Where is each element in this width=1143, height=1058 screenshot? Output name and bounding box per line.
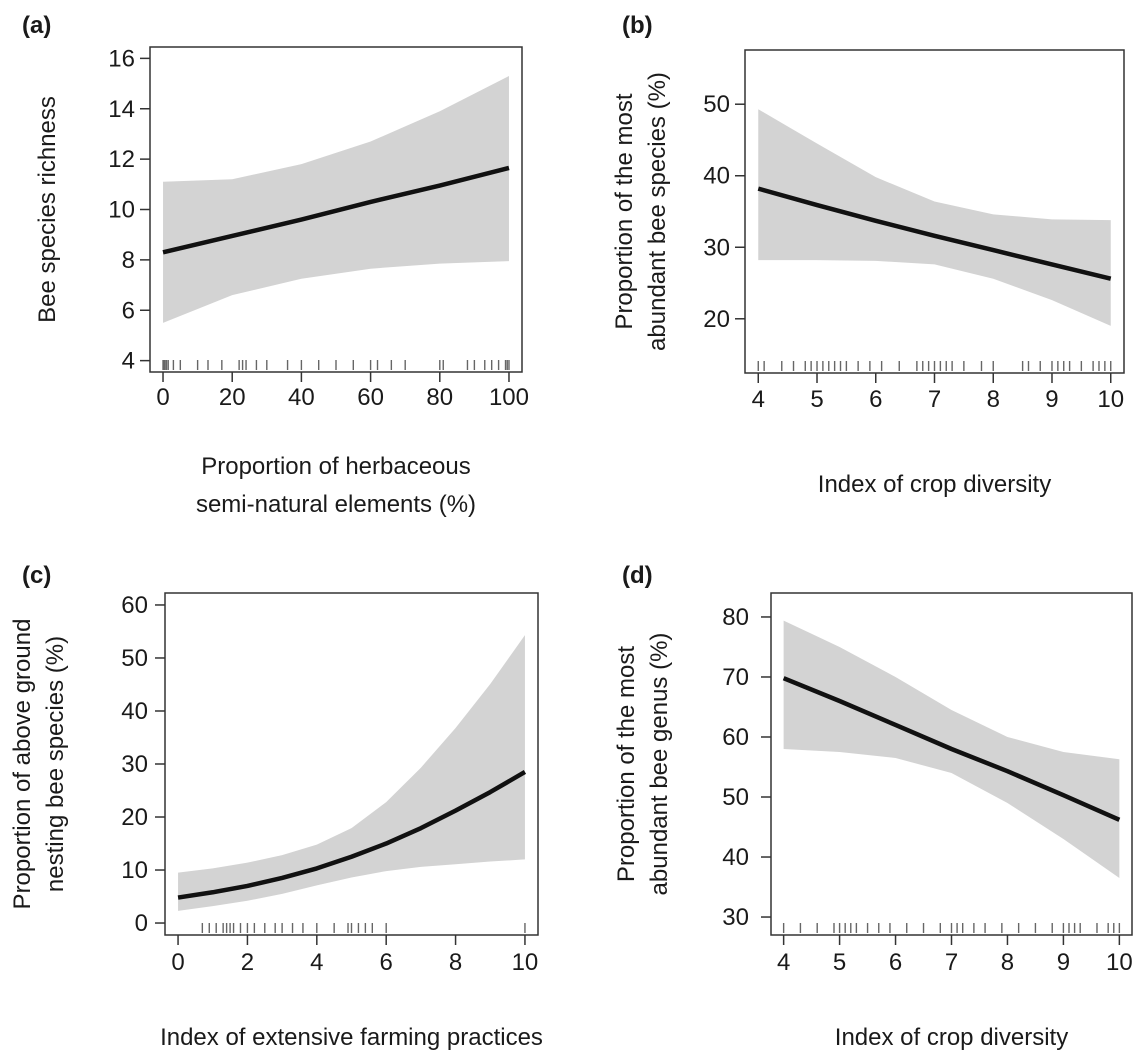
x-tick-label: 8 bbox=[1001, 949, 1014, 976]
y-tick-label: 14 bbox=[108, 96, 135, 123]
rug-marks bbox=[201, 923, 526, 933]
x-tick-label: 60 bbox=[357, 384, 384, 411]
y-tick-label: 30 bbox=[722, 904, 749, 931]
panel-label: (d) bbox=[622, 562, 653, 589]
y-tick-label: 80 bbox=[722, 604, 749, 631]
x-axis-label: Index of crop diversity bbox=[818, 471, 1051, 498]
panel-c: 0 2 4 6 8 10 0 10 20 30 40 50 60 (c) Index of extensiv… bbox=[9, 562, 543, 1051]
y-tick-label: 20 bbox=[703, 306, 730, 333]
x-tick-label: 9 bbox=[1057, 949, 1070, 976]
y-axis-label: nesting bee species (%) bbox=[42, 636, 69, 892]
fitted-line bbox=[162, 165, 510, 255]
panel-label: (a) bbox=[22, 12, 51, 39]
y-tick-label: 60 bbox=[722, 724, 749, 751]
fitted-line bbox=[177, 770, 527, 900]
x-tick-label: 0 bbox=[171, 949, 184, 976]
x-tick-label: 7 bbox=[928, 386, 941, 413]
fitted-line bbox=[757, 186, 1112, 281]
x-tick-label: 10 bbox=[1106, 949, 1133, 976]
y-tick-label: 40 bbox=[703, 163, 730, 190]
x-tick-label: 4 bbox=[777, 949, 790, 976]
panel-label: (c) bbox=[22, 562, 51, 589]
y-tick-label: 50 bbox=[121, 645, 148, 672]
y-tick-label: 30 bbox=[703, 234, 730, 261]
x-tick-label: 8 bbox=[449, 949, 462, 976]
x-tick-label: 100 bbox=[489, 384, 529, 411]
y-axis-label: Proportion of the most bbox=[611, 93, 638, 329]
x-axis-label: semi-natural elements (%) bbox=[196, 491, 476, 518]
y-tick-label: 12 bbox=[108, 146, 135, 173]
x-tick-label: 80 bbox=[426, 384, 453, 411]
x-tick-label: 10 bbox=[512, 949, 539, 976]
panel-b: 4 5 6 7 8 9 10 20 30 40 50 (b) Index of crop diversi… bbox=[611, 12, 1125, 498]
y-axis-label: Bee species richness bbox=[34, 96, 61, 323]
y-tick-label: 10 bbox=[121, 857, 148, 884]
y-tick-label: 40 bbox=[722, 844, 749, 871]
x-tick-label: 20 bbox=[219, 384, 246, 411]
y-tick-label: 60 bbox=[121, 592, 148, 619]
x-tick-label: 6 bbox=[869, 386, 882, 413]
confidence-band bbox=[178, 635, 525, 911]
confidence-band bbox=[163, 76, 509, 323]
rug-marks bbox=[162, 360, 510, 370]
x-tick-label: 9 bbox=[1045, 386, 1058, 413]
x-tick-label: 5 bbox=[810, 386, 823, 413]
x-tick-label: 7 bbox=[945, 949, 958, 976]
panel-label: (b) bbox=[622, 12, 653, 39]
y-tick-label: 50 bbox=[703, 91, 730, 118]
confidence-band bbox=[758, 109, 1111, 326]
x-tick-label: 0 bbox=[156, 384, 169, 411]
x-axis-label: Index of crop diversity bbox=[835, 1024, 1068, 1051]
x-tick-label: 6 bbox=[889, 949, 902, 976]
x-tick-label: 8 bbox=[987, 386, 1000, 413]
y-tick-label: 70 bbox=[722, 664, 749, 691]
x-tick-label: 10 bbox=[1097, 386, 1124, 413]
y-tick-label: 10 bbox=[108, 197, 135, 224]
y-tick-label: 6 bbox=[122, 297, 135, 324]
y-axis-label: Proportion of the most bbox=[613, 646, 640, 882]
x-axis-label: Proportion of herbaceous bbox=[201, 453, 471, 480]
x-tick-label: 4 bbox=[752, 386, 765, 413]
y-tick-label: 20 bbox=[121, 804, 148, 831]
rug-marks bbox=[757, 361, 1112, 371]
y-tick-label: 4 bbox=[122, 348, 135, 375]
x-tick-label: 6 bbox=[380, 949, 393, 976]
x-tick-label: 4 bbox=[310, 949, 323, 976]
y-tick-label: 40 bbox=[121, 698, 148, 725]
y-tick-label: 0 bbox=[135, 910, 148, 937]
fitted-line bbox=[782, 676, 1121, 822]
rug-marks bbox=[782, 923, 1121, 933]
x-tick-label: 5 bbox=[833, 949, 846, 976]
y-tick-label: 30 bbox=[121, 751, 148, 778]
y-tick-label: 50 bbox=[722, 784, 749, 811]
x-tick-label: 40 bbox=[288, 384, 315, 411]
y-tick-label: 8 bbox=[122, 247, 135, 274]
y-tick-label: 16 bbox=[108, 45, 135, 72]
y-axis-label: abundant bee species (%) bbox=[644, 72, 671, 351]
x-tick-label: 2 bbox=[241, 949, 254, 976]
panel-d: 4 5 6 7 8 9 10 30 40 50 60 70 80 (d) Index of crop div… bbox=[613, 562, 1133, 1051]
y-axis-label: abundant bee genus (%) bbox=[646, 633, 673, 896]
x-axis-label: Index of extensive farming practices bbox=[160, 1024, 543, 1051]
panel-a: 0 20 40 60 80 100 4 6 8 10 12 14 16 (a) Proportion of … bbox=[22, 12, 529, 518]
y-axis-label: Proportion of above ground bbox=[9, 619, 36, 910]
